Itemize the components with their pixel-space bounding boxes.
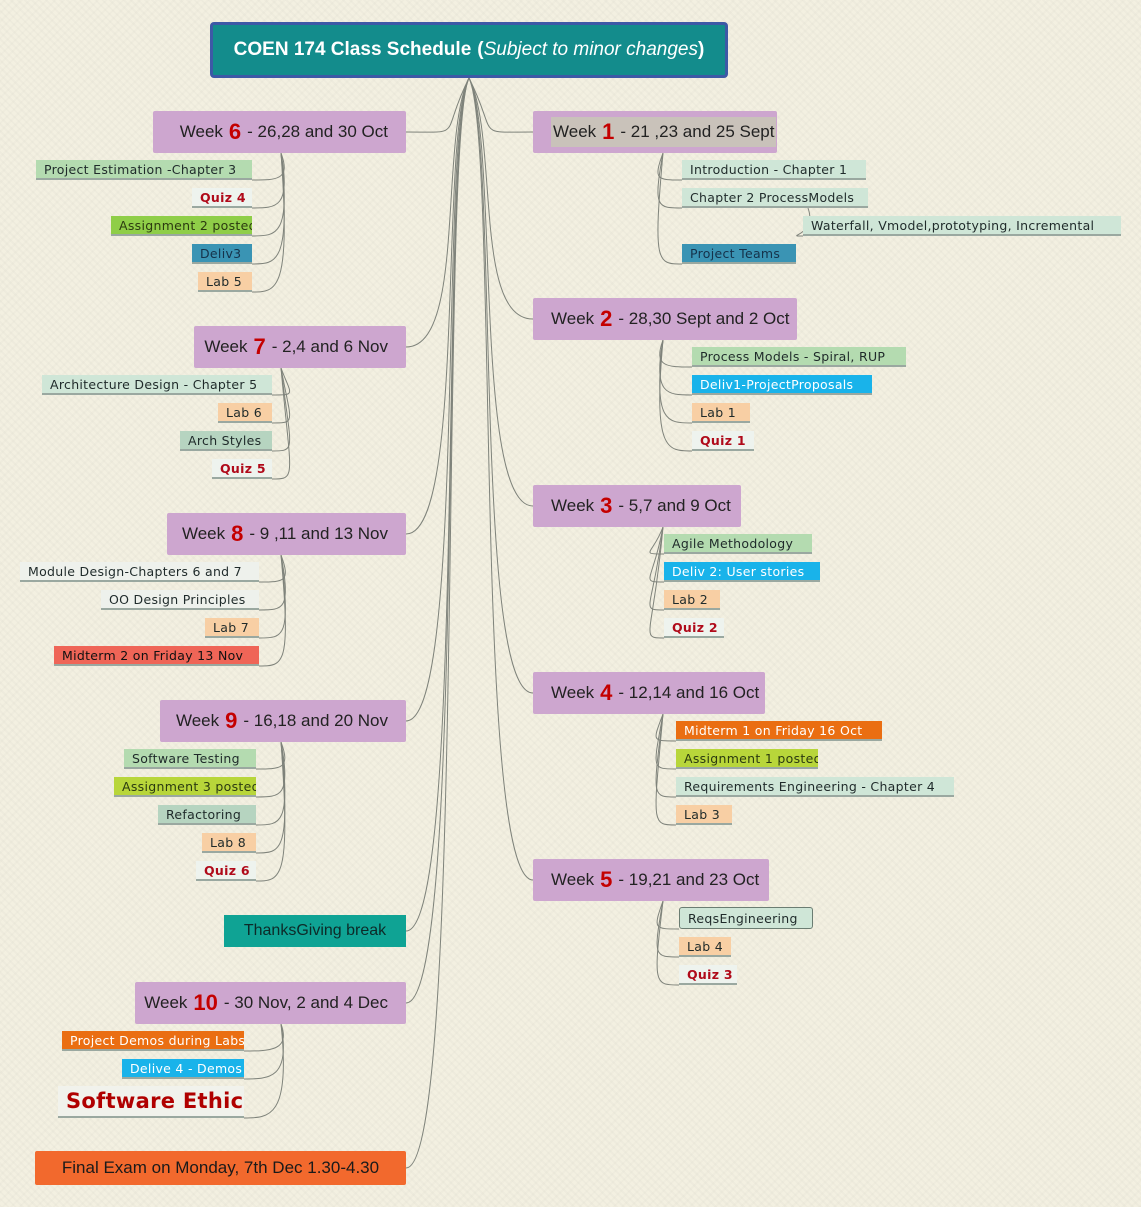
week-5-node[interactable]: Week 5- 19,21 and 23 Oct [533,859,769,901]
topic-arch-styles[interactable]: Arch Styles [180,431,272,451]
midterm-1[interactable]: Midterm 1 on Friday 16 Oct [676,721,882,741]
deliverable-4[interactable]: Delive 4 - Demos [122,1059,244,1079]
quiz-4[interactable]: Quiz 4 [192,188,252,208]
quiz-3[interactable]: Quiz 3 [679,965,737,985]
topic-reqs-engineering[interactable]: ReqsEngineering [679,907,813,929]
assignment-3[interactable]: Assignment 3 posted [114,777,256,797]
final-exam[interactable]: Final Exam on Monday, 7th Dec 1.30-4.30 [35,1151,406,1185]
project-demos[interactable]: Project Demos during Labs [62,1031,244,1051]
title-subtitle: (Subject to minor changes) [477,39,705,60]
topic-software-ethics[interactable]: Software Ethics [58,1086,244,1118]
lab-7[interactable]: Lab 7 [205,618,259,638]
lab-6[interactable]: Lab 6 [218,403,272,423]
topic-spiral-rup[interactable]: Process Models - Spiral, RUP [692,347,906,367]
quiz-5[interactable]: Quiz 5 [212,459,272,479]
lab-5[interactable]: Lab 5 [198,272,252,292]
schedule-title: COEN 174 Class Schedule (Subject to mino… [210,22,728,78]
quiz-1[interactable]: Quiz 1 [692,431,754,451]
lab-2[interactable]: Lab 2 [664,590,720,610]
topic-software-testing[interactable]: Software Testing [124,749,256,769]
lab-1[interactable]: Lab 1 [692,403,750,423]
week-2-node[interactable]: Week 2- 28,30 Sept and 2 Oct [533,298,797,340]
week-9-node[interactable]: Week 9- 16,18 and 20 Nov [160,700,406,742]
midterm-2[interactable]: Midterm 2 on Friday 13 Nov [54,646,259,666]
week-4-node[interactable]: Week 4- 12,14 and 16 Oct [533,672,765,714]
week-1-node[interactable]: Week 1- 21 ,23 and 25 Sept [533,111,777,153]
topic-introduction[interactable]: Introduction - Chapter 1 [682,160,866,180]
topic-architecture-design[interactable]: Architecture Design - Chapter 5 [42,375,272,395]
assignment-1[interactable]: Assignment 1 posted [676,749,818,769]
deliverable-2[interactable]: Deliv 2: User stories [664,562,820,582]
topic-oo-design-principles[interactable]: OO Design Principles [101,590,259,610]
topic-agile[interactable]: Agile Methodology [664,534,812,554]
topic-process-models[interactable]: Chapter 2 ProcessModels [682,188,868,208]
lab-3[interactable]: Lab 3 [676,805,732,825]
lab-8[interactable]: Lab 8 [202,833,256,853]
topic-project-teams[interactable]: Project Teams [682,244,796,264]
topic-module-design[interactable]: Module Design-Chapters 6 and 7 [20,562,259,582]
week-8-node[interactable]: Week 8- 9 ,11 and 13 Nov [167,513,406,555]
assignment-2[interactable]: Assignment 2 posted [111,216,252,236]
week-6-node[interactable]: Week 6- 26,28 and 30 Oct [153,111,406,153]
deliverable-3[interactable]: Deliv3 [192,244,252,264]
week-3-node[interactable]: Week 3- 5,7 and 9 Oct [533,485,741,527]
quiz-6[interactable]: Quiz 6 [196,861,256,881]
lab-4[interactable]: Lab 4 [679,937,731,957]
topic-refactoring[interactable]: Refactoring [158,805,256,825]
title-main: COEN 174 Class Schedule [233,39,472,60]
week-10-node[interactable]: Week 10- 30 Nov, 2 and 4 Dec [135,982,406,1024]
topic-project-estimation[interactable]: Project Estimation -Chapter 3 [36,160,252,180]
week-1-label: Week 1- 21 ,23 and 25 Sept [551,117,777,147]
thanksgiving-break[interactable]: ThanksGiving break [224,915,406,947]
week-7-node[interactable]: Week 7- 2,4 and 6 Nov [194,326,406,368]
quiz-2[interactable]: Quiz 2 [664,618,724,638]
topic-process-model-types[interactable]: Waterfall, Vmodel,prototyping, Increment… [803,216,1121,236]
topic-requirements-engineering[interactable]: Requirements Engineering - Chapter 4 [676,777,954,797]
deliverable-1[interactable]: Deliv1-ProjectProposals [692,375,872,395]
